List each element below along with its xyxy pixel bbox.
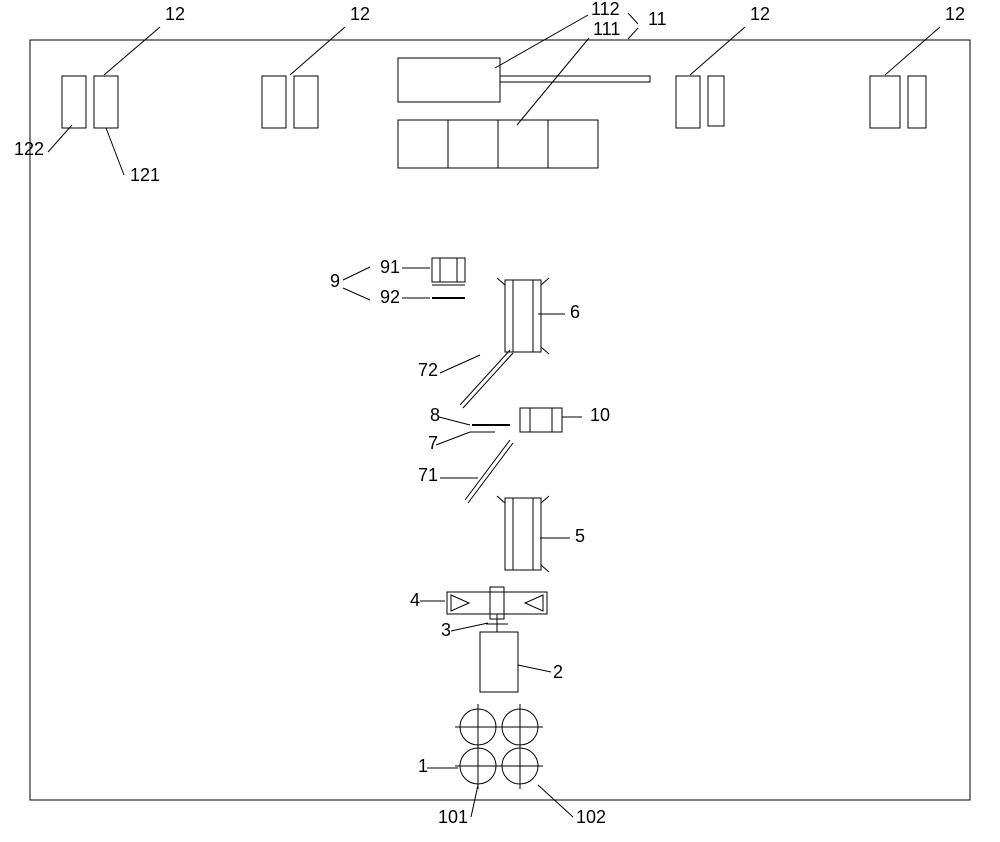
label-lbl-4: 4 (410, 590, 420, 610)
technical-diagram: 1212121211211111122121991926728107715432… (0, 0, 1000, 842)
label-lbl-121: 121 (130, 165, 160, 185)
label-lbl-72: 72 (418, 360, 438, 380)
label-lbl-2: 2 (553, 662, 563, 682)
label-lbl-8: 8 (430, 405, 440, 425)
label-lbl-111: 111 (593, 19, 620, 39)
label-lbl-6: 6 (570, 302, 580, 322)
label-lbl-112: 112 (591, 0, 620, 19)
label-lbl-12-3: 12 (750, 4, 770, 24)
label-lbl-7: 7 (428, 433, 438, 453)
label-lbl-12-2: 12 (350, 4, 370, 24)
label-lbl-12-4: 12 (945, 4, 965, 24)
label-lbl-122: 122 (14, 139, 44, 159)
label-lbl-92: 92 (380, 287, 400, 307)
label-lbl-102: 102 (576, 807, 606, 827)
label-lbl-1: 1 (418, 756, 428, 776)
label-lbl-71: 71 (418, 465, 438, 485)
label-lbl-10: 10 (590, 405, 610, 425)
label-lbl-11: 11 (648, 9, 667, 29)
label-lbl-91: 91 (380, 257, 400, 277)
label-lbl-12-1: 12 (165, 4, 185, 24)
label-lbl-3: 3 (441, 620, 451, 640)
label-lbl-9: 9 (330, 271, 340, 291)
label-lbl-5: 5 (575, 526, 585, 546)
label-lbl-101: 101 (438, 807, 468, 827)
